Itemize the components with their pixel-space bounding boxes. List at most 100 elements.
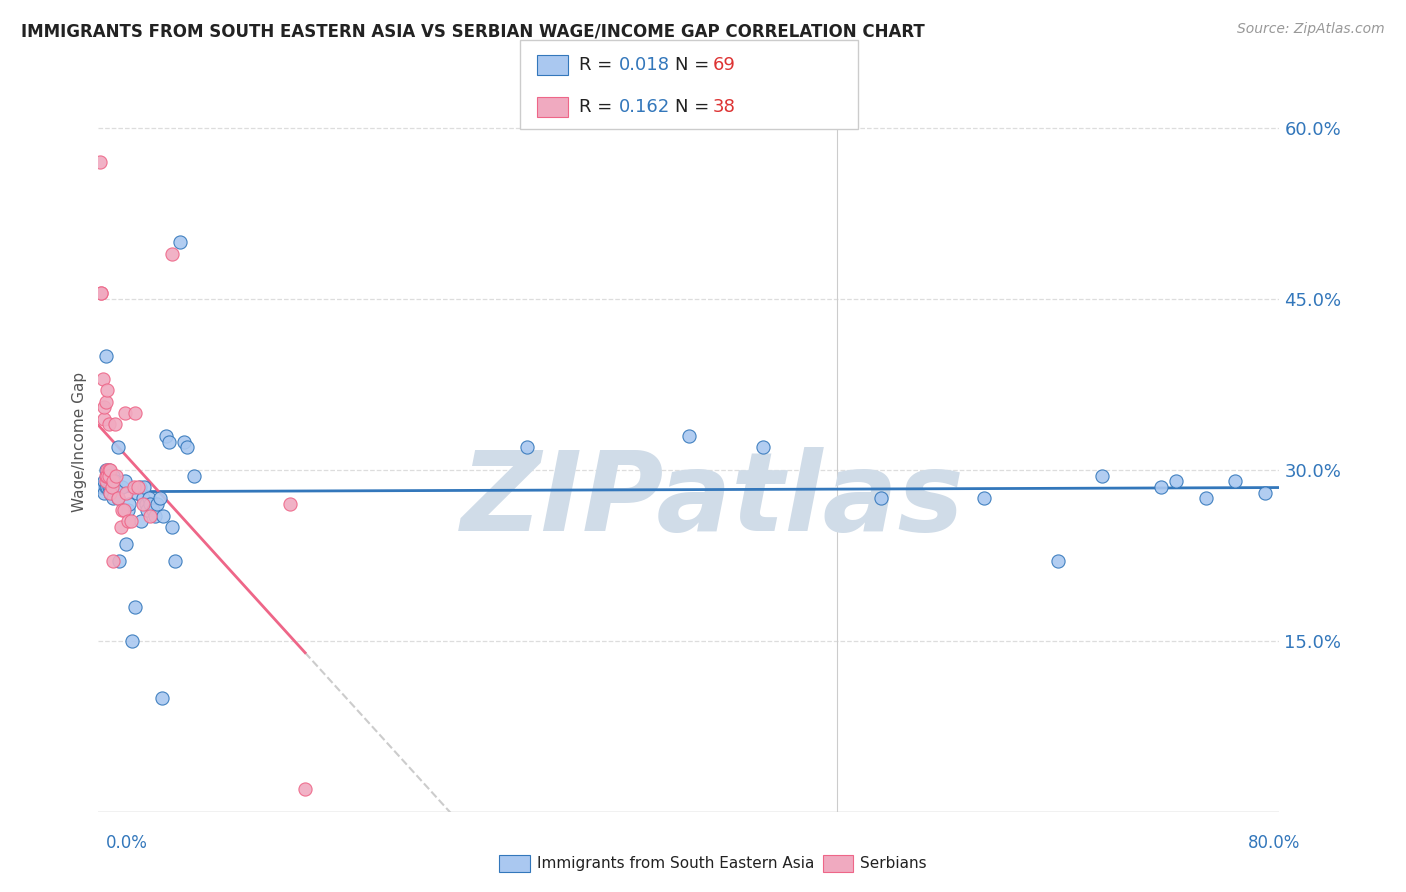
- Text: 69: 69: [713, 56, 735, 74]
- Point: [1091, 468, 1114, 483]
- Point: [111, 480, 134, 494]
- Text: 0.162: 0.162: [619, 98, 669, 116]
- Point: [94, 475, 117, 489]
- Point: [98, 463, 121, 477]
- Point: [973, 491, 995, 506]
- Point: [100, 475, 122, 489]
- Point: [103, 480, 125, 494]
- Point: [97, 468, 120, 483]
- Point: [114, 475, 136, 489]
- Point: [124, 599, 146, 614]
- Point: [93, 475, 115, 489]
- Point: [143, 508, 166, 523]
- Point: [169, 235, 191, 250]
- Point: [96, 384, 118, 398]
- Text: R =: R =: [579, 98, 619, 116]
- Point: [91, 372, 114, 386]
- Point: [122, 480, 145, 494]
- Point: [516, 440, 538, 454]
- Point: [94, 480, 117, 494]
- Point: [91, 480, 114, 494]
- Point: [104, 417, 127, 432]
- Point: [112, 503, 135, 517]
- Point: [89, 155, 111, 169]
- Text: 0.018: 0.018: [619, 56, 669, 74]
- Point: [97, 480, 120, 494]
- Point: [94, 468, 117, 483]
- Point: [94, 463, 117, 477]
- Point: [146, 497, 169, 511]
- Point: [128, 480, 150, 494]
- Point: [136, 503, 159, 517]
- Point: [280, 497, 302, 511]
- Point: [155, 429, 177, 443]
- Point: [142, 503, 165, 517]
- Point: [117, 503, 139, 517]
- Point: [135, 497, 157, 511]
- Point: [107, 491, 129, 506]
- Point: [139, 497, 162, 511]
- Point: [96, 463, 118, 477]
- Point: [107, 491, 129, 506]
- Point: [129, 514, 152, 528]
- Point: [103, 468, 125, 483]
- Point: [97, 463, 120, 477]
- Point: [100, 480, 122, 494]
- Point: [100, 480, 122, 494]
- Point: [1166, 475, 1188, 489]
- Point: [104, 475, 127, 489]
- Point: [294, 781, 316, 796]
- Point: [138, 491, 160, 506]
- Point: [1225, 475, 1247, 489]
- Point: [752, 440, 775, 454]
- Point: [1195, 491, 1218, 506]
- Point: [97, 468, 120, 483]
- Point: [132, 491, 155, 506]
- Point: [107, 440, 129, 454]
- Text: 38: 38: [713, 98, 735, 116]
- Point: [114, 406, 136, 420]
- Point: [90, 286, 112, 301]
- Point: [103, 475, 125, 489]
- Point: [870, 491, 893, 506]
- Text: Immigrants from South Eastern Asia: Immigrants from South Eastern Asia: [537, 856, 814, 871]
- Point: [134, 480, 156, 494]
- Point: [132, 497, 155, 511]
- Point: [94, 349, 117, 363]
- Point: [127, 480, 149, 494]
- Point: [98, 468, 121, 483]
- Point: [149, 491, 172, 506]
- Point: [152, 508, 174, 523]
- Point: [97, 417, 120, 432]
- Point: [125, 485, 148, 500]
- Point: [115, 485, 138, 500]
- Text: N =: N =: [675, 56, 714, 74]
- Point: [98, 480, 121, 494]
- Text: 80.0%: 80.0%: [1249, 834, 1301, 852]
- Text: R =: R =: [579, 56, 619, 74]
- Point: [1046, 554, 1070, 568]
- Point: [120, 514, 142, 528]
- Point: [90, 286, 112, 301]
- Point: [183, 468, 205, 483]
- Point: [93, 485, 115, 500]
- Text: 0.0%: 0.0%: [105, 834, 148, 852]
- Point: [176, 440, 198, 454]
- Point: [118, 497, 141, 511]
- Point: [162, 520, 183, 534]
- Y-axis label: Wage/Income Gap: Wage/Income Gap: [72, 371, 87, 512]
- Point: [1150, 480, 1173, 494]
- Text: N =: N =: [675, 98, 714, 116]
- Point: [105, 468, 128, 483]
- Point: [124, 406, 146, 420]
- Text: Source: ZipAtlas.com: Source: ZipAtlas.com: [1237, 22, 1385, 37]
- Point: [110, 520, 132, 534]
- Point: [117, 514, 139, 528]
- Point: [96, 468, 118, 483]
- Point: [121, 633, 143, 648]
- Point: [105, 480, 128, 494]
- Text: IMMIGRANTS FROM SOUTH EASTERN ASIA VS SERBIAN WAGE/INCOME GAP CORRELATION CHART: IMMIGRANTS FROM SOUTH EASTERN ASIA VS SE…: [21, 22, 925, 40]
- Text: Serbians: Serbians: [860, 856, 927, 871]
- Point: [165, 554, 187, 568]
- Point: [157, 434, 180, 449]
